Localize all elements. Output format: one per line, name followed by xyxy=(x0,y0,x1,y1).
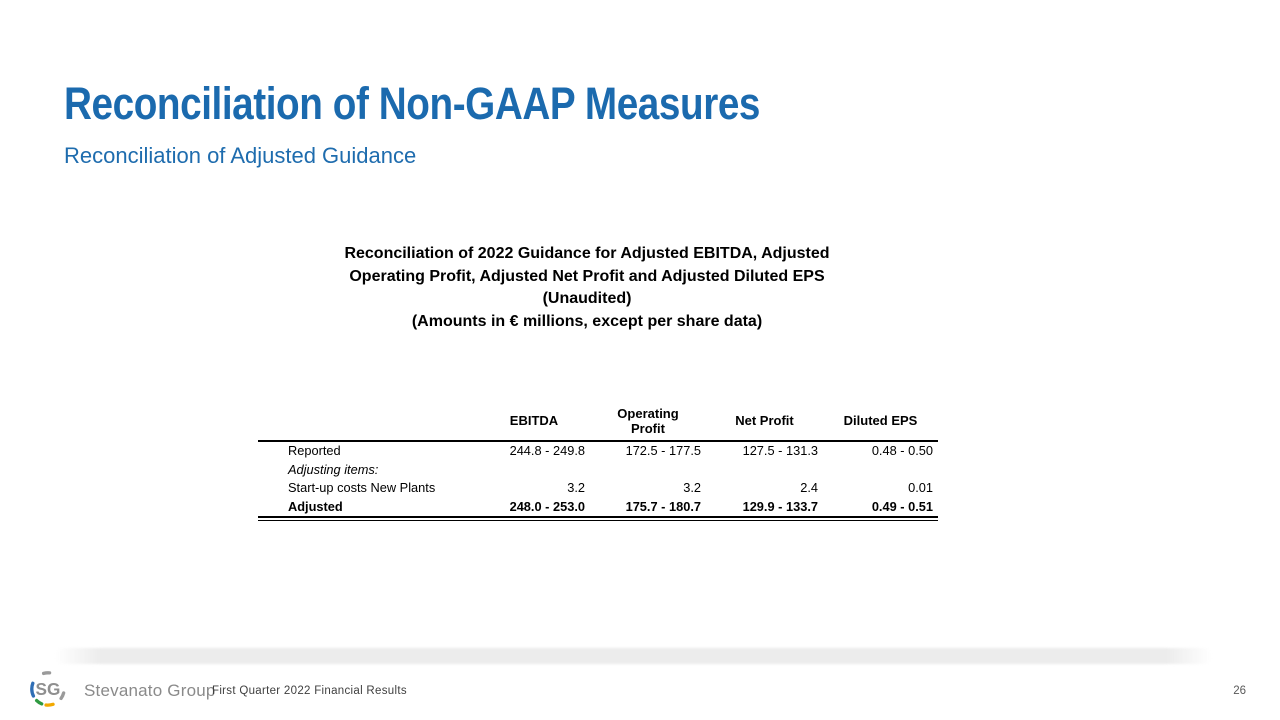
column-header-net-profit: Net Profit xyxy=(706,401,823,442)
row-label: Adjusted xyxy=(258,497,478,518)
cell-value xyxy=(590,461,706,480)
logo-monogram: SG xyxy=(36,679,61,699)
column-header-diluted-eps: Diluted EPS xyxy=(823,401,938,442)
column-header-label: Net Profit xyxy=(735,413,794,428)
cell-value: 0.01 xyxy=(908,480,933,495)
cell-value: 3.2 xyxy=(683,480,701,495)
table-caption-line: Operating Profit, Adjusted Net Profit an… xyxy=(349,267,825,285)
cell-value: 175.7 - 180.7 xyxy=(590,497,706,518)
column-header-label: Diluted EPS xyxy=(843,413,918,428)
page-title: Reconciliation of Non-GAAP Measures xyxy=(64,78,761,129)
table-caption-line: (Amounts in € millions, except per share… xyxy=(411,312,763,330)
row-label: Start-up costs New Plants xyxy=(288,480,436,495)
stevanato-group-logo-icon: SG xyxy=(30,671,66,707)
table-row: Adjusted 248.0 - 253.0 175.7 - 180.7 129.9 … xyxy=(258,497,938,518)
page-number: 26 xyxy=(1233,685,1246,697)
table-row: Start-up costs New Plants 3.2 3.2 2.4 0.01 xyxy=(258,479,938,498)
column-header-ebitda: EBITDA xyxy=(478,401,590,442)
cell-value: 3.2 xyxy=(567,480,585,495)
cell-value: 127.5 - 131.3 xyxy=(742,443,818,458)
brand-name: Stevanato Group xyxy=(84,681,216,700)
cell-value: 0.48 - 0.50 xyxy=(871,443,933,458)
cell-value xyxy=(823,461,938,480)
cell-value: 172.5 - 177.5 xyxy=(625,443,701,458)
divider-band xyxy=(55,648,1212,664)
cell-value: 2.4 xyxy=(800,480,818,495)
column-header-label: Operating Profit xyxy=(617,405,679,436)
guidance-table: EBITDA Operating Profit Net Profit Dilut… xyxy=(258,401,938,521)
cell-value xyxy=(478,461,590,480)
cell-value xyxy=(706,461,823,480)
table-caption-line: Reconciliation of 2022 Guidance for Adju… xyxy=(344,245,830,262)
guidance-table-body: Reported 244.8 - 249.8 172.5 - 177.5 127.5 … xyxy=(258,441,938,518)
column-header-label: EBITDA xyxy=(509,413,559,428)
slide-subtitle: Reconciliation of Adjusted Guidance xyxy=(64,143,417,168)
column-header-blank xyxy=(258,401,478,442)
table-header-row: EBITDA Operating Profit Net Profit Dilut… xyxy=(258,401,938,442)
cell-value: 129.9 - 133.7 xyxy=(706,497,823,518)
cell-value: 244.8 - 249.8 xyxy=(509,443,585,458)
column-header-operating-profit: Operating Profit xyxy=(590,401,706,442)
row-label: Reported xyxy=(288,443,341,458)
cell-value: 248.0 - 253.0 xyxy=(478,497,590,518)
deck-title: First Quarter 2022 Financial Results xyxy=(212,685,407,697)
table-row: Adjusting items: xyxy=(258,461,938,480)
footer: SG Stevanato Group First Quarter 2022 Fi… xyxy=(0,660,1280,720)
cell-value: 0.49 - 0.51 xyxy=(823,497,938,518)
table-row: Reported 244.8 - 249.8 172.5 - 177.5 127.5 … xyxy=(258,441,938,461)
table-caption-line: (Unaudited) xyxy=(542,290,632,307)
row-label: Adjusting items: xyxy=(288,461,379,477)
table-caption: Reconciliation of 2022 Guidance for Adju… xyxy=(237,243,937,333)
